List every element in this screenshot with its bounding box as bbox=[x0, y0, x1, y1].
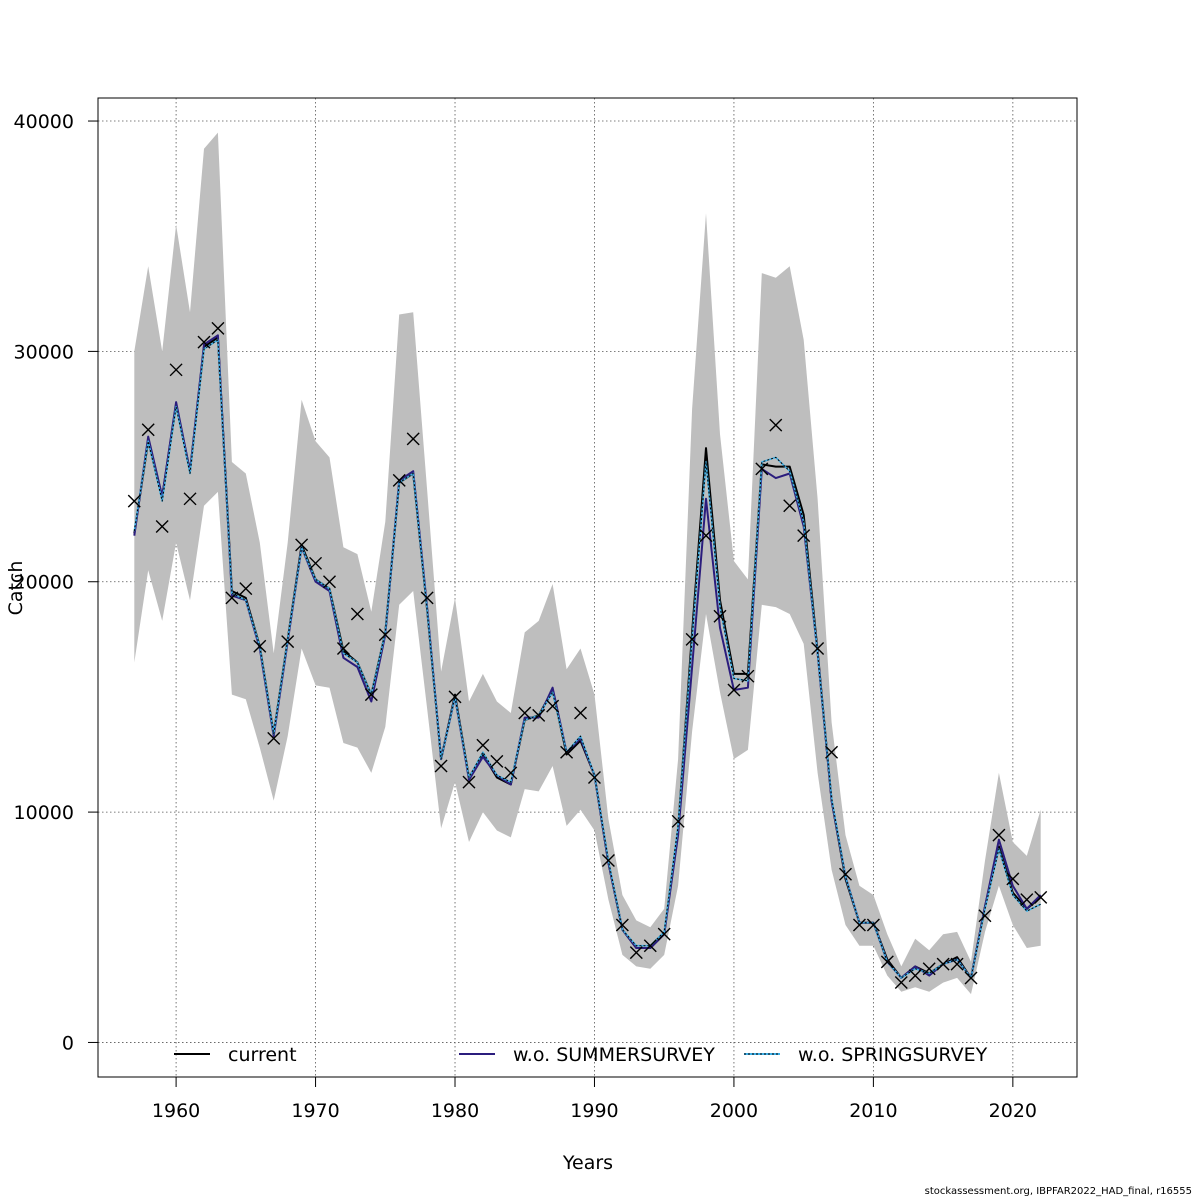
observed-point bbox=[643, 939, 657, 953]
legend-label: w.o. SPRINGSURVEY bbox=[798, 1044, 988, 1066]
observed-point bbox=[978, 909, 992, 923]
observed-point bbox=[783, 499, 797, 513]
observed-point bbox=[127, 494, 141, 508]
observed-point bbox=[587, 771, 601, 785]
observed-point bbox=[462, 775, 476, 789]
observed-point bbox=[839, 867, 852, 881]
y-axis: 0 10000 20000 30000 40000 bbox=[14, 111, 99, 1054]
observed-point bbox=[574, 706, 588, 720]
observed-point bbox=[657, 927, 671, 941]
observed-point bbox=[629, 946, 643, 960]
observed-point bbox=[936, 957, 950, 971]
observed-point bbox=[225, 591, 239, 605]
observed-point bbox=[992, 828, 1006, 842]
observed-point bbox=[811, 642, 825, 656]
observed-point bbox=[281, 635, 295, 649]
observed-point bbox=[1006, 872, 1020, 886]
observed-point bbox=[685, 632, 699, 646]
x-tick-label: 1970 bbox=[291, 1100, 339, 1122]
observed-point bbox=[420, 591, 434, 605]
observed-point bbox=[336, 642, 350, 656]
observed-point bbox=[518, 706, 532, 720]
observed-point bbox=[350, 607, 364, 621]
observed-point bbox=[615, 918, 629, 932]
observed-point bbox=[546, 699, 560, 713]
observed-point bbox=[894, 976, 908, 990]
observed-point bbox=[560, 745, 574, 759]
observed-point bbox=[852, 918, 866, 932]
observed-point bbox=[183, 492, 197, 506]
y-tick-label: 10000 bbox=[14, 802, 74, 824]
x-tick-label: 2000 bbox=[710, 1100, 758, 1122]
observed-point bbox=[323, 575, 336, 589]
observed-point bbox=[406, 432, 420, 446]
observed-point bbox=[866, 918, 880, 932]
observed-points bbox=[127, 321, 1048, 990]
observed-point bbox=[1034, 890, 1048, 904]
observed-point bbox=[197, 335, 211, 349]
x-tick-label: 2020 bbox=[989, 1100, 1037, 1122]
x-axis: 1960 1970 1980 1990 2000 2010 2020 bbox=[152, 1076, 1037, 1122]
observed-point bbox=[211, 321, 225, 335]
observed-point bbox=[601, 853, 615, 867]
observed-point bbox=[239, 582, 253, 596]
x-axis-title: Years bbox=[562, 1152, 613, 1174]
observed-point bbox=[267, 731, 281, 745]
footer-source: stockassessment.org, IBPFAR2022_HAD_fina… bbox=[924, 1186, 1192, 1197]
observed-point bbox=[880, 955, 894, 969]
y-tick-label: 20000 bbox=[14, 572, 74, 594]
observed-point bbox=[950, 957, 964, 971]
x-tick-label: 2010 bbox=[849, 1100, 897, 1122]
observed-point bbox=[141, 423, 155, 437]
observed-point bbox=[295, 538, 309, 552]
legend: current w.o. SUMMERSURVEY w.o. SPRINGSURVE… bbox=[174, 1044, 988, 1066]
observed-point bbox=[825, 745, 839, 759]
observed-point bbox=[908, 969, 922, 983]
legend-label: current bbox=[228, 1044, 297, 1066]
observed-point bbox=[755, 462, 769, 476]
observed-point bbox=[671, 814, 685, 828]
y-tick-label: 40000 bbox=[14, 111, 74, 133]
y-tick-label: 0 bbox=[62, 1032, 74, 1054]
observed-point bbox=[922, 962, 936, 976]
observed-point bbox=[713, 609, 727, 623]
observed-point bbox=[155, 519, 169, 533]
observed-point bbox=[309, 556, 323, 570]
observed-point bbox=[741, 669, 755, 683]
y-axis-title: Catch bbox=[5, 561, 27, 616]
observed-point bbox=[1020, 893, 1034, 907]
observed-point bbox=[169, 363, 183, 377]
observed-point bbox=[448, 690, 462, 704]
observed-point bbox=[699, 529, 713, 543]
observed-point bbox=[378, 628, 392, 642]
observed-point bbox=[532, 708, 546, 722]
observed-point bbox=[797, 529, 811, 543]
x-tick-label: 1990 bbox=[570, 1100, 618, 1122]
observed-point bbox=[727, 683, 741, 697]
observed-point bbox=[392, 473, 406, 487]
observed-point bbox=[490, 754, 504, 768]
x-tick-label: 1980 bbox=[431, 1100, 479, 1122]
observed-point bbox=[364, 688, 378, 702]
y-tick-label: 30000 bbox=[14, 341, 74, 363]
observed-point bbox=[434, 759, 448, 773]
confidence-band bbox=[134, 132, 1041, 995]
observed-point bbox=[476, 738, 490, 752]
x-tick-label: 1960 bbox=[152, 1100, 200, 1122]
legend-label: w.o. SUMMERSURVEY bbox=[513, 1044, 715, 1066]
observed-point bbox=[769, 418, 783, 432]
observed-point bbox=[253, 639, 267, 653]
observed-point bbox=[504, 766, 518, 780]
observed-point bbox=[964, 971, 978, 985]
